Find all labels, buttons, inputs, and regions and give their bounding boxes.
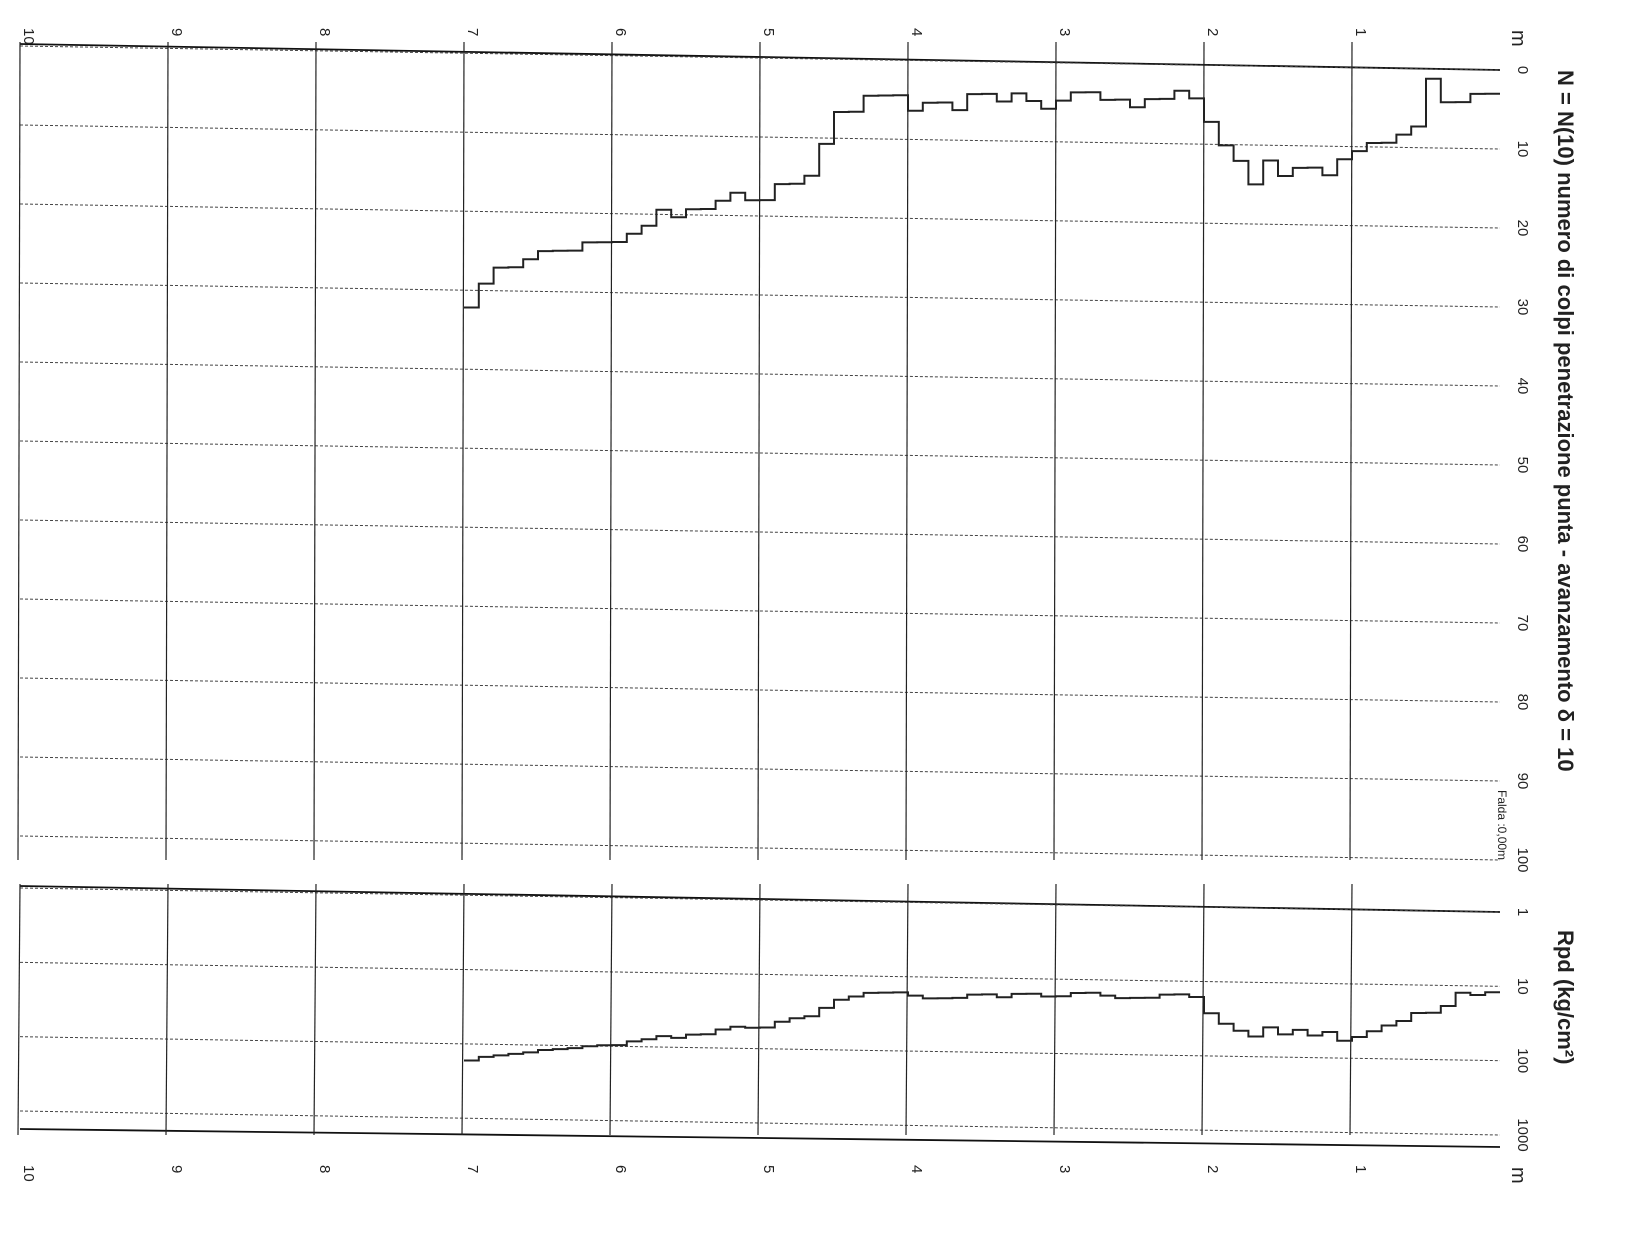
depth-gridline <box>461 41 465 861</box>
depth-gridline <box>165 883 169 1136</box>
depth-gridline <box>1349 883 1353 1136</box>
chart-panel-1: 0 10 20 30 40 50 60 70 80 90 100 1 2 3 4 5 6 7 8 9 10 m N = N(… <box>17 28 1578 873</box>
depth-tick-label: 9 <box>168 28 185 36</box>
value-tick-label: 40 <box>1514 378 1531 395</box>
depth-tick-label: 9 <box>168 1165 185 1173</box>
value-tick-label: 100 <box>1514 847 1531 872</box>
value-tick-label: 90 <box>1514 773 1531 790</box>
depth-gridline <box>905 883 909 1136</box>
depth-gridline <box>461 883 465 1136</box>
chart-layer: 0 10 20 30 40 50 60 70 80 90 100 1 2 3 4 5 6 7 8 9 10 m N = N(… <box>17 28 1578 1184</box>
value-tick-label: 50 <box>1514 457 1531 474</box>
depth-gridline <box>313 41 317 861</box>
chart-title: Rpd (kg/cm²) <box>1553 930 1578 1064</box>
value-gridline <box>19 361 1501 387</box>
depth-tick-label: 8 <box>316 1165 333 1173</box>
value-tick-label: 100 <box>1514 1048 1531 1073</box>
value-gridline <box>19 961 1501 987</box>
depth-gridline <box>609 41 613 861</box>
chart-title: N = N(10) numero di colpi penetrazione p… <box>1553 70 1578 772</box>
depth-gridline <box>905 41 909 861</box>
water-table-note: Falda :0,00m <box>1495 790 1509 860</box>
depth-gridline <box>609 883 613 1136</box>
value-tick-label: 0 <box>1514 66 1531 74</box>
series-step-line-1 <box>464 991 1500 1062</box>
depth-tick-label: 2 <box>1204 1165 1221 1173</box>
depth-axis-line-bottom <box>19 1128 1501 1148</box>
depth-tick-label: 8 <box>316 28 333 36</box>
depth-gridline <box>17 41 21 861</box>
depth-tick-label: 4 <box>908 1165 925 1173</box>
depth-gridline <box>1053 41 1057 861</box>
depth-gridline <box>313 883 317 1136</box>
depth-tick-label: 10 <box>20 28 37 45</box>
depth-tick-label: 6 <box>612 1165 629 1173</box>
value-tick-label: 1 <box>1514 908 1531 916</box>
depth-tick-label: 1 <box>1352 28 1369 36</box>
depth-tick-label: 5 <box>760 1165 777 1173</box>
value-gridline <box>19 598 1501 624</box>
value-tick-label: 70 <box>1514 615 1531 632</box>
value-gridline <box>19 440 1501 466</box>
value-gridline <box>19 282 1501 308</box>
depth-tick-label: 1 <box>1352 1165 1369 1173</box>
depth-gridline <box>1349 41 1353 861</box>
depth-gridline <box>17 883 21 1136</box>
depth-gridline <box>757 41 761 861</box>
value-tick-label: 30 <box>1514 299 1531 316</box>
depth-tick-label: 3 <box>1056 28 1073 36</box>
depth-tick-label: 2 <box>1204 28 1221 36</box>
value-gridline <box>19 519 1501 545</box>
depth-tick-label: 5 <box>760 28 777 36</box>
value-gridline <box>19 1036 1501 1062</box>
depth-gridline <box>1201 41 1205 861</box>
value-tick-label: 80 <box>1514 694 1531 711</box>
value-gridline <box>19 835 1501 861</box>
depth-unit-label: m <box>1507 30 1529 47</box>
value-tick-label: 10 <box>1514 141 1531 158</box>
value-tick-label: 1000 <box>1514 1118 1531 1151</box>
series-step-line-1 <box>464 77 1500 309</box>
depth-tick-label: 7 <box>464 1165 481 1173</box>
depth-tick-label: 4 <box>908 28 925 36</box>
depth-gridline <box>165 41 169 861</box>
depth-gridline <box>1053 883 1057 1136</box>
value-tick-label: 10 <box>1514 978 1531 995</box>
depth-tick-label: 3 <box>1056 1165 1073 1173</box>
value-gridline <box>19 677 1501 703</box>
depth-tick-label: 10 <box>20 1165 37 1182</box>
depth-unit-label: m <box>1507 1167 1529 1184</box>
depth-gridline <box>757 883 761 1136</box>
value-gridline <box>19 1110 1501 1136</box>
value-tick-label: 20 <box>1514 220 1531 237</box>
depth-tick-label: 6 <box>612 28 629 36</box>
depth-tick-label: 7 <box>464 28 481 36</box>
value-gridline <box>19 756 1501 782</box>
chart-panel-2: 1 10 100 1000 1 2 3 4 5 6 7 8 9 10 m Rpd (kg/cm²) <box>17 883 1578 1184</box>
value-tick-label: 60 <box>1514 536 1531 553</box>
